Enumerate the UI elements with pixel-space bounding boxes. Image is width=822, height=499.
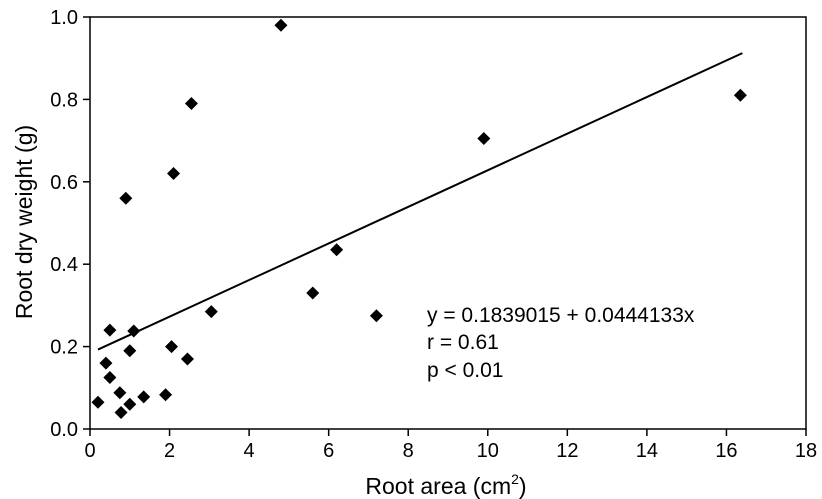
data-point (114, 406, 128, 420)
data-points (91, 18, 747, 420)
x-tick-label: 18 (795, 440, 817, 462)
p-value: p < 0.01 (427, 359, 503, 382)
x-tick-label: 0 (84, 440, 95, 462)
y-tick-label: 0.2 (50, 337, 78, 359)
data-point (180, 352, 194, 366)
data-point (137, 390, 151, 404)
x-tick-label: 2 (164, 440, 175, 462)
regression-line-group (97, 52, 743, 351)
data-point (306, 286, 320, 300)
x-tick-label: 10 (477, 440, 499, 462)
x-tick-label: 4 (244, 440, 255, 462)
x-tick-label: 12 (556, 440, 578, 462)
y-tick-label: 0.4 (50, 254, 78, 276)
regression-equation: y = 0.1839015 + 0.0444133x (427, 304, 695, 327)
data-point (274, 18, 288, 32)
x-axis-title-superscript: 2 (511, 471, 519, 487)
y-axis-title: Root dry weight (g) (11, 125, 37, 319)
y-tick-label: 0.6 (50, 172, 78, 194)
data-point (103, 371, 117, 384)
data-point (167, 167, 181, 181)
data-point (113, 386, 127, 400)
data-point (204, 305, 218, 319)
regression-line (97, 52, 743, 351)
data-point (127, 324, 141, 338)
data-point (733, 88, 747, 102)
x-tick-label: 16 (715, 440, 737, 462)
data-point (477, 132, 491, 146)
data-point (369, 309, 383, 323)
y-tick-label: 0.8 (50, 89, 78, 111)
x-tick-label: 8 (403, 440, 414, 462)
data-point (165, 340, 179, 354)
y-axis-ticks: 0.0 0.2 0.4 0.6 0.8 1.0 (50, 7, 90, 441)
data-point (91, 395, 105, 409)
data-point (159, 388, 173, 402)
data-point (119, 191, 133, 205)
data-point (184, 97, 198, 111)
x-axis-ticks: 0 2 4 6 8 10 12 14 16 18 (84, 429, 817, 462)
annotation-block: y = 0.1839015 + 0.0444133x r = 0.61 p < … (427, 304, 695, 382)
plot-area (89, 16, 807, 430)
y-tick-label: 1.0 (50, 7, 78, 29)
data-point (99, 356, 113, 370)
x-tick-label: 14 (636, 440, 658, 462)
x-axis-title-close: ) (519, 473, 527, 499)
data-point (330, 243, 344, 257)
plot-border (89, 16, 807, 430)
correlation-coefficient: r = 0.61 (427, 331, 499, 354)
data-point (123, 397, 137, 411)
x-axis-title: Root area (cm2) (365, 471, 526, 499)
x-tick-label: 6 (323, 440, 334, 462)
x-axis-title-text: Root area (cm (365, 473, 511, 499)
data-point (123, 344, 137, 358)
y-tick-label: 0.0 (50, 419, 78, 441)
data-point (103, 323, 117, 337)
